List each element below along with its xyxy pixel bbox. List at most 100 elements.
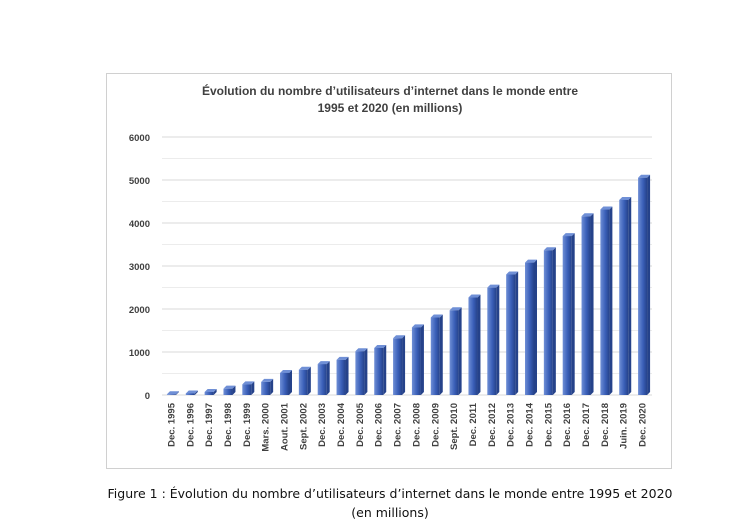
bar-dec-2014 <box>525 259 537 395</box>
bar <box>317 364 327 395</box>
bar-side <box>402 335 406 395</box>
x-tick-label: Sept. 2010 <box>449 403 460 450</box>
bar <box>355 351 365 395</box>
bar-side <box>534 259 537 395</box>
bar-dec-2015 <box>543 247 556 395</box>
bar-top <box>525 259 537 263</box>
bar-top <box>280 369 292 373</box>
bar-side <box>232 385 236 395</box>
x-tick-label: Dec. 2004 <box>336 402 347 447</box>
x-tick-label: Dec. 2005 <box>355 402 366 447</box>
gridlines <box>162 136 652 396</box>
bar-top <box>336 356 349 360</box>
bar-dec-2009 <box>430 314 443 395</box>
y-tick-label: 2000 <box>129 305 150 316</box>
chart-title-line1: Évolution du nombre d’utilisateurs d’int… <box>202 83 578 98</box>
bar <box>619 199 629 395</box>
bar <box>581 216 591 395</box>
chart-title-line2: 1995 et 2020 (en millions) <box>318 101 463 115</box>
bars <box>166 174 651 395</box>
bar-top <box>242 381 255 385</box>
bar <box>411 327 421 395</box>
bar-top <box>619 196 632 200</box>
bar-side <box>628 196 632 395</box>
bar <box>280 372 289 395</box>
bar-dec-2013 <box>506 271 519 395</box>
x-tick-label: Mars. 2000 <box>261 403 272 452</box>
bar-side <box>477 294 481 395</box>
bar-top <box>468 294 481 298</box>
bar-dec-2004 <box>336 356 349 395</box>
bar <box>166 394 176 395</box>
bar-top <box>543 247 556 251</box>
bar <box>204 391 214 395</box>
bar <box>374 348 384 395</box>
bar-dec-2012 <box>487 284 500 395</box>
bar <box>487 287 497 395</box>
figure-caption: Figure 1 : Évolution du nombre d’utilisa… <box>107 486 673 520</box>
bar-sept-2010 <box>449 307 462 395</box>
y-tick-label: 1000 <box>129 348 150 359</box>
bar-dec-2007 <box>393 335 406 395</box>
bar-side <box>364 348 368 395</box>
bar-juin-2019 <box>619 196 632 395</box>
x-tick-label: Dec. 2018 <box>600 403 611 447</box>
bar-top <box>581 213 594 217</box>
bar <box>543 250 553 395</box>
y-tick-label: 4000 <box>129 219 150 230</box>
x-tick-label: Dec. 2015 <box>543 402 554 447</box>
bar-dec-2011 <box>468 294 481 395</box>
bar-top <box>638 174 651 178</box>
x-tick-label: Juin. 2019 <box>619 403 630 449</box>
x-tick-label: Dec. 1999 <box>242 403 253 447</box>
bar <box>430 317 440 395</box>
bar-sept-2002 <box>298 366 311 395</box>
bar <box>525 262 534 395</box>
x-tick-label: Dec. 2003 <box>317 403 328 447</box>
bar-side <box>552 247 556 395</box>
bar <box>393 338 403 395</box>
x-tick-label: Dec. 2017 <box>581 403 592 447</box>
x-tick-label: Dec. 2009 <box>430 403 441 447</box>
x-tick-label: Dec. 2014 <box>525 402 536 447</box>
x-tick-label: Dec. 2012 <box>487 403 498 447</box>
bar-side <box>571 233 575 395</box>
x-axis: Dec. 1995 Dec. 1996 Dec. 1997 Dec. 1998 Dec.… <box>166 402 648 451</box>
bar <box>242 384 252 395</box>
bar-top <box>166 391 179 395</box>
bar <box>261 381 271 395</box>
bar-side <box>590 213 594 395</box>
bar-dec-2018 <box>600 206 613 395</box>
bar-side <box>439 314 443 395</box>
bar-top <box>185 390 198 394</box>
bar <box>600 209 610 395</box>
y-tick-label: 5000 <box>129 176 150 187</box>
x-tick-label: Dec. 2011 <box>468 402 479 446</box>
bar-side <box>496 284 500 395</box>
bar <box>223 388 233 395</box>
x-tick-label: Dec. 1997 <box>204 403 215 447</box>
bar-dec-2020 <box>638 174 651 395</box>
y-tick-label: 6000 <box>129 133 150 144</box>
bar-top <box>374 345 387 349</box>
x-tick-label: Dec. 2006 <box>374 403 385 447</box>
x-tick-label: Dec. 2020 <box>638 403 649 447</box>
bar-side <box>458 307 462 395</box>
bar-top <box>355 348 368 352</box>
bar <box>449 310 459 395</box>
bar-side <box>383 345 387 395</box>
bar-dec-2005 <box>355 348 368 395</box>
bar <box>468 297 478 395</box>
bar-top <box>487 284 500 288</box>
bar-dec-2008 <box>411 324 424 395</box>
bar-side <box>213 388 217 395</box>
bar-dec-2017 <box>581 213 594 395</box>
bar <box>506 274 516 395</box>
y-tick-label: 0 <box>145 391 150 402</box>
bar <box>298 369 308 395</box>
y-axis: 0 1000 2000 3000 4000 5000 6000 <box>129 133 150 402</box>
bar-side <box>270 378 274 395</box>
bar-top <box>600 206 613 210</box>
bar-mars-2000 <box>261 378 274 395</box>
bar-side <box>345 356 349 395</box>
